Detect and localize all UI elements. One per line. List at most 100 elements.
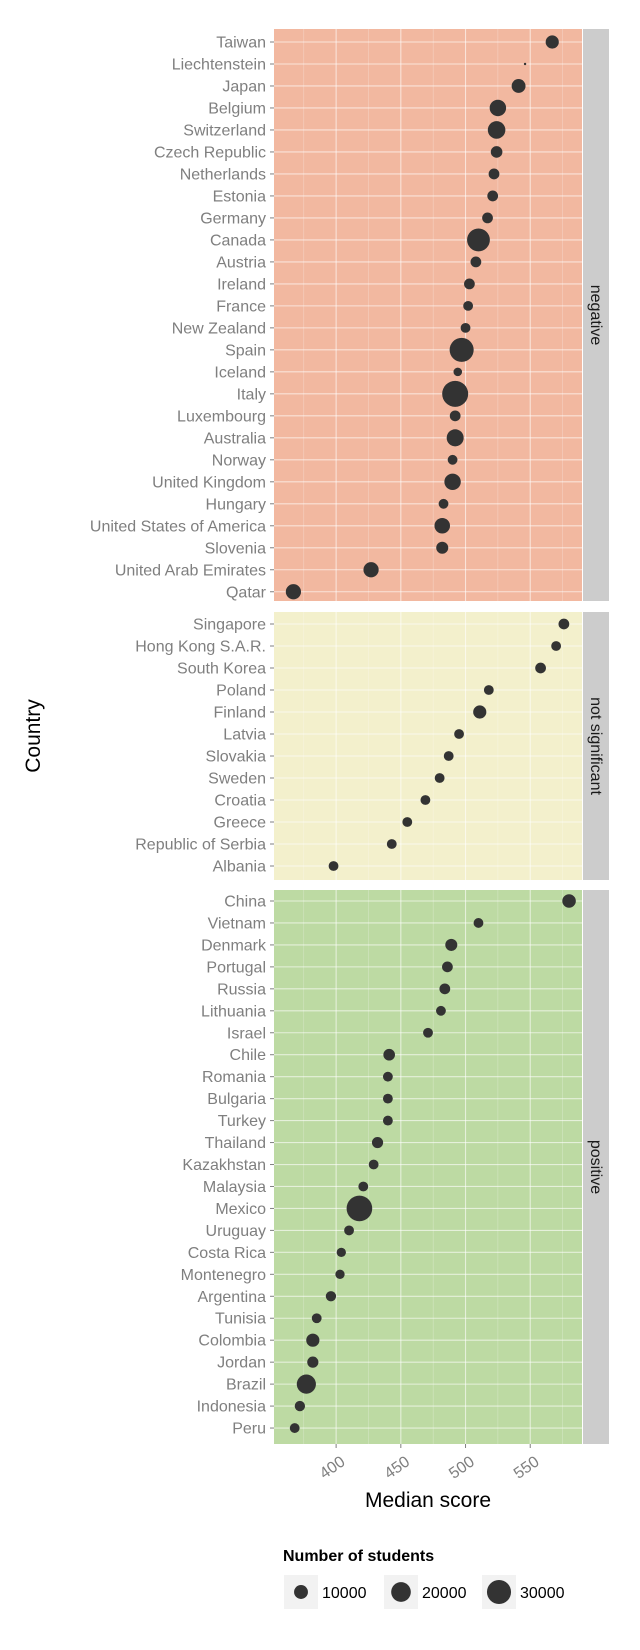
data-point <box>311 1313 322 1324</box>
legend-point <box>486 1579 512 1605</box>
data-point <box>463 300 474 311</box>
data-point <box>371 1136 384 1149</box>
data-point <box>551 641 562 651</box>
y-tick-label: United States of America <box>90 518 266 535</box>
data-point <box>382 1093 393 1104</box>
y-tick-label: Albania <box>213 859 266 876</box>
x-tick-label: 400 <box>317 1453 349 1482</box>
data-point <box>545 35 559 49</box>
data-point <box>473 705 487 719</box>
data-point <box>467 228 490 252</box>
data-point <box>473 918 484 928</box>
y-tick-label: Thailand <box>205 1135 266 1152</box>
panel-background <box>274 29 582 601</box>
data-point <box>382 1071 393 1082</box>
panels: Taiwan Liechtenstein Japan Belgium Switzerla… <box>90 29 609 1444</box>
data-point <box>511 79 526 93</box>
y-tick-label: Denmark <box>201 937 267 954</box>
data-point <box>344 1225 354 1236</box>
data-point <box>449 410 461 422</box>
legend-point <box>294 1585 308 1599</box>
data-point <box>439 983 451 995</box>
y-tick-label: Peru <box>232 1421 266 1438</box>
y-axis-title: Country <box>22 699 45 773</box>
data-point <box>368 1159 379 1170</box>
data-point <box>445 938 458 951</box>
x-tick-label: 550 <box>511 1453 543 1482</box>
x-axis-title: Median score <box>365 1489 491 1512</box>
data-point <box>438 498 449 509</box>
y-tick-label: Austria <box>216 254 266 271</box>
y-tick-label: Sweden <box>208 771 266 788</box>
y-tick-label: Republic of Serbia <box>135 837 266 854</box>
y-tick-label: Brazil <box>226 1377 266 1394</box>
data-point <box>289 1423 300 1433</box>
data-point <box>434 518 451 534</box>
y-tick-label: Czech Republic <box>154 144 266 161</box>
y-tick-label: Finland <box>214 705 266 722</box>
data-point <box>296 1374 316 1394</box>
strip-positive <box>583 890 609 1444</box>
y-tick-label: Costa Rica <box>188 1245 266 1262</box>
data-point <box>443 751 454 761</box>
y-tick-label: Spain <box>225 342 266 359</box>
y-tick-label: Iceland <box>214 364 266 381</box>
data-point <box>325 1291 337 1302</box>
data-point <box>449 337 474 362</box>
y-tick-label: Taiwan <box>216 35 266 52</box>
data-point <box>294 1400 306 1412</box>
y-tick-label: Luxembourg <box>177 408 266 425</box>
data-point <box>442 961 453 973</box>
data-point <box>285 584 302 600</box>
legend-keys: 10000 20000 30000 <box>284 1575 565 1609</box>
y-tick-label: Hong Kong S.A.R. <box>135 639 266 656</box>
data-point <box>444 473 461 491</box>
y-tick-label: France <box>216 298 266 315</box>
x-tick-label: 450 <box>381 1453 413 1482</box>
panel-positive: China Vietnam Denmark Portugal Russia Lithuan… <box>181 890 609 1444</box>
data-point <box>447 454 458 465</box>
panel-background <box>274 612 582 880</box>
y-tick-label: Liechtenstein <box>172 56 266 73</box>
y-tick-label: Kazakhstan <box>182 1157 266 1174</box>
y-tick-label: Chile <box>230 1047 267 1064</box>
strip-label: negative <box>587 285 604 346</box>
y-tick-label: Colombia <box>198 1333 266 1350</box>
y-tick-label: Vietnam <box>208 915 266 932</box>
y-tick-label: Russia <box>217 981 266 998</box>
legend-point <box>391 1582 411 1602</box>
data-point <box>363 562 379 578</box>
y-tick-label: Israel <box>227 1025 266 1042</box>
data-point <box>488 168 500 180</box>
y-tick-label: Croatia <box>214 793 266 810</box>
data-point <box>358 1181 369 1192</box>
y-tick-label: Belgium <box>208 100 266 117</box>
data-point <box>454 729 464 739</box>
data-point <box>489 99 507 117</box>
data-point <box>346 1195 373 1222</box>
y-tick-label: Slovakia <box>206 749 267 766</box>
y-tick-label: Norway <box>212 452 266 469</box>
y-tick-label: Romania <box>202 1069 266 1086</box>
data-point <box>336 1247 346 1258</box>
panel-negative: Taiwan Liechtenstein Japan Belgium Switzerla… <box>90 29 609 601</box>
y-tick-label: Tunisia <box>215 1311 266 1328</box>
y-tick-label: Indonesia <box>197 1399 266 1416</box>
data-point <box>436 1005 446 1016</box>
y-tick-label: Lithuania <box>201 1003 266 1020</box>
data-point <box>483 685 494 695</box>
data-point <box>464 278 475 290</box>
y-tick-label: Hungary <box>206 496 266 513</box>
y-tick-label: China <box>224 894 266 911</box>
y-tick-label: Uruguay <box>206 1223 266 1240</box>
data-point <box>382 1115 393 1126</box>
y-tick-label: Jordan <box>217 1355 266 1372</box>
data-point <box>523 62 527 66</box>
data-point <box>453 367 463 377</box>
data-point <box>487 121 506 139</box>
y-tick-label: Netherlands <box>180 166 266 183</box>
data-point <box>490 146 503 158</box>
x-axis: 400 450 500 550 <box>317 1444 543 1483</box>
data-point <box>306 1333 320 1347</box>
legend-label: 20000 <box>422 1585 467 1602</box>
